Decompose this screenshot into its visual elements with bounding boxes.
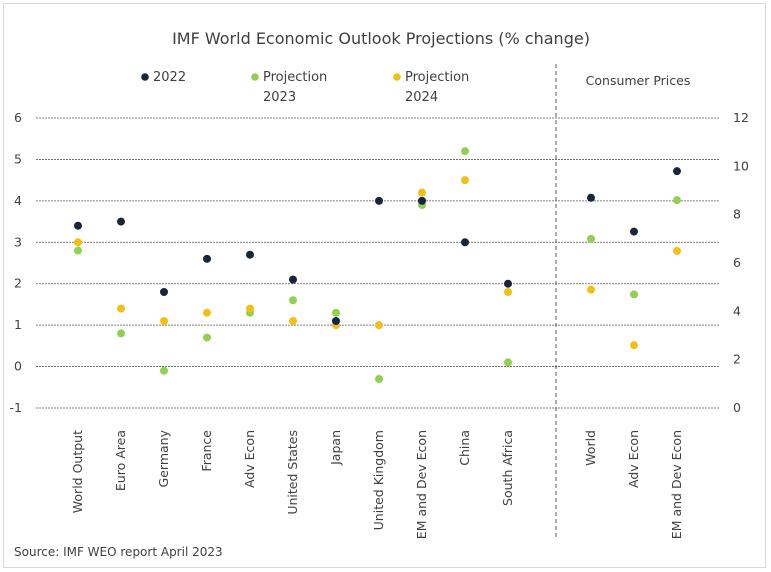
point-consumer-prices-projection-2024-adv-econ — [630, 341, 638, 350]
point-2022-em-and-dev-econ — [418, 196, 426, 205]
legend-marker-3 — [393, 73, 401, 81]
point-projection-2023-euro-area — [117, 329, 125, 338]
category-labels: World Output Euro Area Germany France Adv Ec… — [70, 429, 684, 539]
consumer-prices-label-world: World — [583, 430, 598, 466]
left-tick-label: 1 — [14, 317, 22, 332]
point-consumer-prices-2022-adv-econ — [630, 227, 638, 236]
right-axis-ticks: 12 10 8 6 4 2 0 — [733, 110, 749, 415]
point-consumer-prices-projection-2024-em-and-dev-econ — [673, 246, 681, 255]
legend-label-1: 2022 — [153, 70, 186, 85]
point-projection-2023-germany — [160, 366, 168, 375]
point-projection-2023-united-kingdom — [375, 375, 383, 383]
point-2022-world-output — [74, 221, 82, 230]
category-label-france: France — [199, 430, 214, 472]
point-consumer-prices-projection-2023-world — [587, 234, 595, 243]
point-projection-2024-france — [203, 308, 211, 317]
consumer-prices-label-adv-econ: Adv Econ — [626, 430, 641, 488]
point-2022-france — [203, 254, 211, 263]
left-tick-label: 5 — [14, 151, 22, 166]
point-2022-euro-area — [117, 217, 125, 226]
source-note: Source: IMF WEO report April 2023 — [14, 545, 223, 559]
point-projection-2024-world-output — [74, 238, 82, 247]
chart-frame — [3, 3, 766, 568]
consumer-prices-label-em-and-dev-econ: EM and Dev Econ — [669, 430, 684, 539]
point-projection-2023-japan — [332, 308, 340, 317]
left-tick-label: -1 — [10, 400, 22, 415]
category-label-euro-area: Euro Area — [113, 430, 128, 491]
right-tick-label: 8 — [733, 207, 741, 222]
right-tick-label: 10 — [733, 158, 749, 173]
right-tick-label: 6 — [733, 255, 741, 270]
point-2022-united-states — [289, 275, 297, 284]
right-tick-label: 2 — [733, 352, 741, 367]
chart-title: IMF World Economic Outlook Projections (… — [172, 29, 590, 48]
category-label-em-and-dev-econ: EM and Dev Econ — [414, 430, 429, 539]
point-projection-2024-china — [461, 176, 469, 185]
point-projection-2023-world-output — [74, 246, 82, 255]
point-projection-2024-united-states — [289, 317, 297, 325]
left-tick-label: 6 — [14, 110, 22, 125]
point-projection-2023-china — [461, 147, 469, 156]
point-2022-china — [461, 238, 469, 247]
grid — [36, 117, 719, 409]
legend-label-2: Projection — [263, 70, 327, 85]
point-2022-adv-econ — [246, 250, 254, 259]
point-projection-2024-adv-econ — [246, 304, 254, 313]
legend-marker-1 — [141, 73, 149, 81]
left-tick-label: 2 — [14, 276, 22, 291]
point-2022-japan — [332, 317, 340, 325]
legend: 2022 Projection 2023 Projection 2024 — [141, 70, 469, 105]
category-label-united-kingdom: United Kingdom — [371, 430, 386, 530]
category-label-united-states: United States — [285, 430, 300, 515]
left-tick-label: 4 — [14, 193, 22, 208]
category-label-japan: Japan — [328, 430, 343, 466]
point-projection-2023-south-africa — [504, 358, 512, 367]
point-consumer-prices-2022-world — [587, 193, 595, 202]
category-label-world-output: World Output — [70, 430, 85, 513]
point-projection-2024-united-kingdom — [375, 321, 383, 330]
right-tick-label: 4 — [733, 303, 741, 318]
point-projection-2024-germany — [160, 317, 168, 325]
left-tick-label: 3 — [14, 234, 22, 249]
point-projection-2024-south-africa — [504, 288, 512, 296]
category-label-china: China — [457, 430, 472, 466]
point-2022-south-africa — [504, 279, 512, 288]
legend-marker-2 — [251, 73, 259, 81]
legend-label-2-line2: 2023 — [263, 90, 296, 105]
right-tick-label: 0 — [733, 400, 741, 415]
point-projection-2024-em-and-dev-econ — [418, 188, 426, 197]
point-2022-united-kingdom — [375, 196, 383, 205]
point-projection-2023-united-states — [289, 296, 297, 305]
data-points — [74, 147, 681, 383]
legend-label-3: Projection — [405, 70, 469, 85]
point-2022-germany — [160, 288, 168, 296]
left-axis-ticks: 6 5 4 3 2 1 0 -1 — [10, 110, 23, 415]
consumer-prices-label: Consumer Prices — [586, 73, 691, 88]
point-consumer-prices-projection-2024-world — [587, 285, 595, 294]
category-label-adv-econ: Adv Econ — [242, 430, 257, 488]
left-tick-label: 0 — [14, 359, 22, 374]
point-projection-2024-euro-area — [117, 304, 125, 313]
point-consumer-prices-projection-2023-em-and-dev-econ — [673, 196, 681, 205]
legend-label-3-line2: 2024 — [405, 90, 438, 105]
point-consumer-prices-projection-2023-adv-econ — [630, 290, 638, 299]
right-tick-label: 12 — [733, 110, 749, 125]
point-projection-2023-france — [203, 333, 211, 342]
category-label-germany: Germany — [156, 429, 171, 487]
category-label-south-africa: South Africa — [500, 430, 515, 506]
point-consumer-prices-2022-em-and-dev-econ — [673, 167, 681, 176]
